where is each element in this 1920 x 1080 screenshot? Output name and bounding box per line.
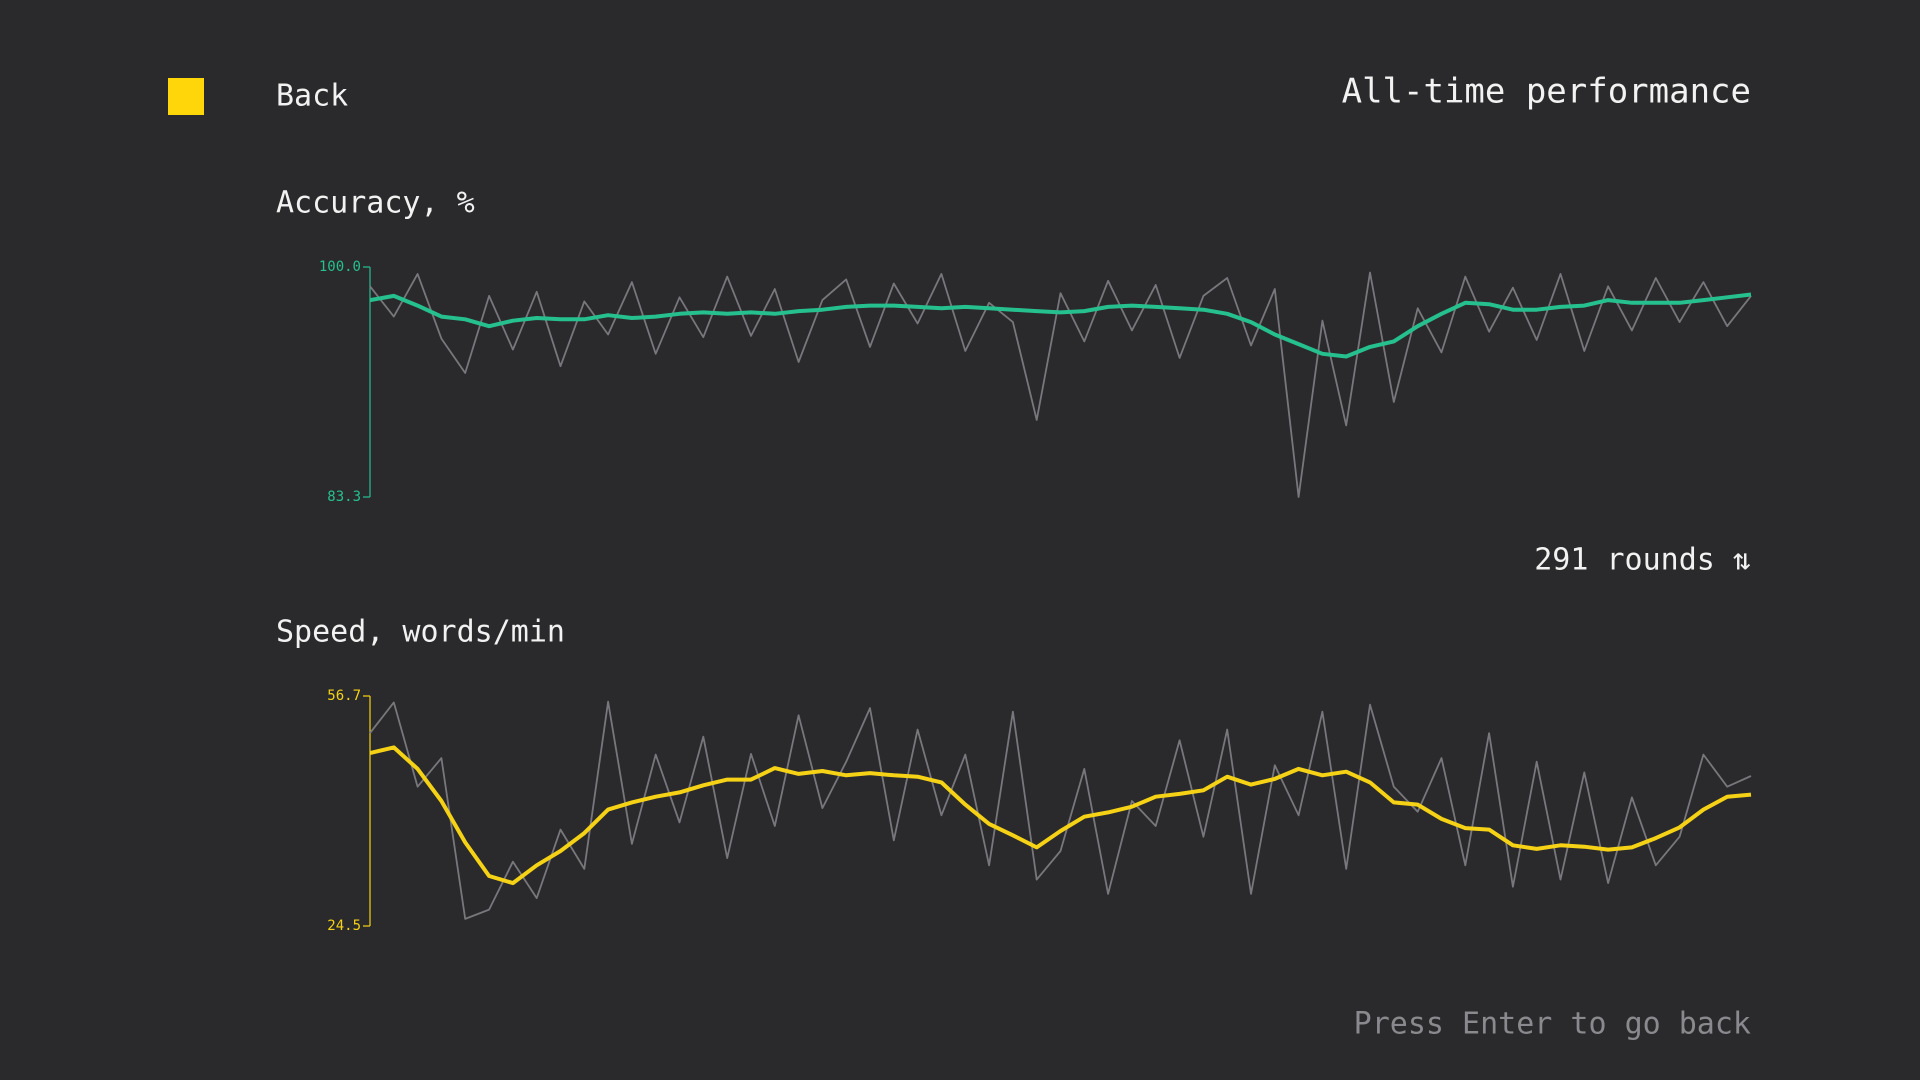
trend-line <box>369 745 1752 886</box>
page-title: All-time performance <box>1342 72 1751 112</box>
chart-title: Speed, words/min <box>276 615 565 650</box>
raw-line <box>369 271 1752 498</box>
chart-title: Accuracy, % <box>276 186 475 221</box>
y-tick-label: 100.0 <box>319 259 361 275</box>
y-tick-label: 83.3 <box>327 489 361 505</box>
raw-line <box>369 700 1752 920</box>
trend-line <box>369 292 1752 359</box>
footer-hint: Press Enter to go back <box>1354 1007 1751 1042</box>
y-tick-label: 24.5 <box>327 918 361 934</box>
back-icon[interactable] <box>168 78 204 115</box>
back-button[interactable]: Back <box>276 79 348 114</box>
rounds-toggle[interactable]: 291 rounds ⇅ <box>1534 543 1751 578</box>
y-tick-label: 56.7 <box>327 688 361 704</box>
